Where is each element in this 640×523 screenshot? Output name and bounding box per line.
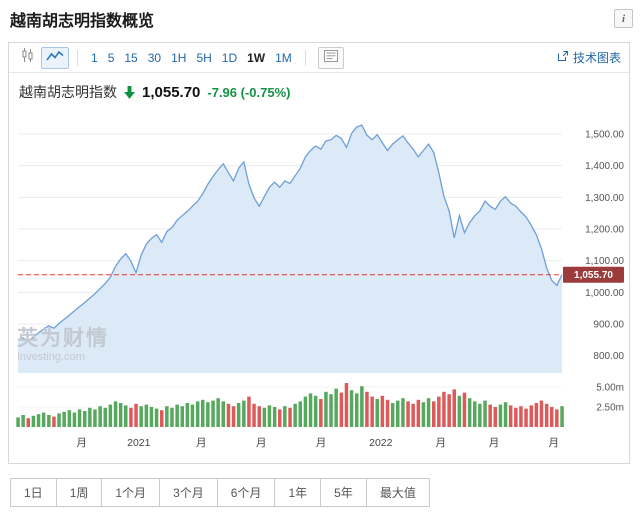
candlestick-icon [20, 47, 36, 68]
chart-widget: 1 5 15 30 1H 5H 1D 1W 1M 技术图表 [8, 42, 630, 464]
info-icon[interactable]: i [614, 9, 633, 28]
interval-button-1[interactable]: 1 [91, 50, 98, 65]
svg-text:月: 月 [256, 437, 267, 449]
svg-text:800.00: 800.00 [593, 351, 624, 362]
technical-chart-label: 技术图表 [572, 51, 621, 65]
candlestick-chart-button[interactable] [17, 48, 39, 68]
svg-text:月: 月 [489, 437, 500, 449]
svg-text:1,200.00: 1,200.00 [585, 225, 624, 236]
svg-text:月: 月 [435, 437, 446, 449]
svg-text:5.00m: 5.00m [596, 383, 624, 394]
toolbar-separator-2 [304, 49, 306, 66]
range-button-4[interactable]: 3个月 [159, 478, 218, 507]
interval-button-1h[interactable]: 1H [171, 50, 187, 65]
svg-text:2021: 2021 [127, 437, 151, 449]
range-button-7[interactable]: 5年 [320, 478, 367, 507]
chart-area[interactable]: 1,500.00 1,400.00 1,300.00 1,200.00 1,100.00… [12, 105, 626, 463]
price-chart-svg[interactable]: 1,500.00 1,400.00 1,300.00 1,200.00 1,100.00… [12, 105, 626, 463]
interval-button-1m[interactable]: 1M [275, 50, 292, 65]
svg-text:1,500.00: 1,500.00 [585, 130, 624, 141]
range-button-5[interactable]: 6个月 [216, 478, 276, 507]
technical-chart-link[interactable]: 技术图表 [557, 49, 621, 66]
svg-text:1,055.70: 1,055.70 [574, 270, 613, 281]
svg-text:月: 月 [549, 437, 560, 449]
range-button-8[interactable]: 最大值 [365, 478, 430, 507]
price-change: -7.96 (-0.75%) [207, 84, 291, 100]
interval-button-15[interactable]: 15 [124, 50, 138, 65]
interval-buttons: 1 5 15 30 1H 5H 1D 1W 1M [86, 51, 297, 65]
range-buttons: 1日 1周 1个月 3个月 6个月 1年 5年 最大值 [10, 478, 430, 507]
page-title: 越南胡志明指数概览 [10, 13, 155, 30]
svg-text:月: 月 [76, 437, 87, 449]
interval-button-30[interactable]: 30 [147, 50, 162, 65]
svg-text:1,300.00: 1,300.00 [585, 193, 624, 204]
instrument-name: 越南胡志明指数 [19, 84, 117, 100]
range-button-2[interactable]: 1周 [55, 478, 103, 507]
range-button-3[interactable]: 1个月 [101, 478, 161, 507]
key-events-button[interactable] [317, 46, 344, 69]
range-button-1[interactable]: 1日 [10, 478, 57, 507]
price-down-arrow-icon [124, 85, 135, 99]
svg-text:1,000.00: 1,000.00 [585, 288, 624, 299]
interval-button-1d[interactable]: 1D [221, 50, 238, 65]
range-button-6[interactable]: 1年 [274, 478, 322, 507]
external-link-icon [557, 50, 569, 65]
svg-text:2022: 2022 [369, 437, 393, 449]
interval-button-1w[interactable]: 1W [247, 50, 266, 65]
line-chart-button[interactable] [41, 46, 69, 69]
svg-text:月: 月 [196, 437, 207, 449]
news-list-icon [323, 49, 338, 67]
last-price: 1,055.70 [142, 83, 201, 101]
svg-text:900.00: 900.00 [593, 320, 624, 331]
svg-text:1,400.00: 1,400.00 [585, 161, 624, 172]
svg-text:2.50m: 2.50m [596, 403, 624, 414]
svg-text:月: 月 [316, 437, 327, 449]
chart-toolbar: 1 5 15 30 1H 5H 1D 1W 1M 技术图表 [9, 43, 629, 73]
svg-text:1,100.00: 1,100.00 [585, 256, 624, 267]
line-chart-icon [46, 49, 64, 67]
quote-row: 越南胡志明指数 1,055.70 -7.96 (-0.75%) [9, 73, 629, 105]
toolbar-separator [77, 49, 78, 66]
interval-button-5[interactable]: 5 [107, 50, 115, 65]
interval-button-5h[interactable]: 5H [196, 50, 212, 65]
